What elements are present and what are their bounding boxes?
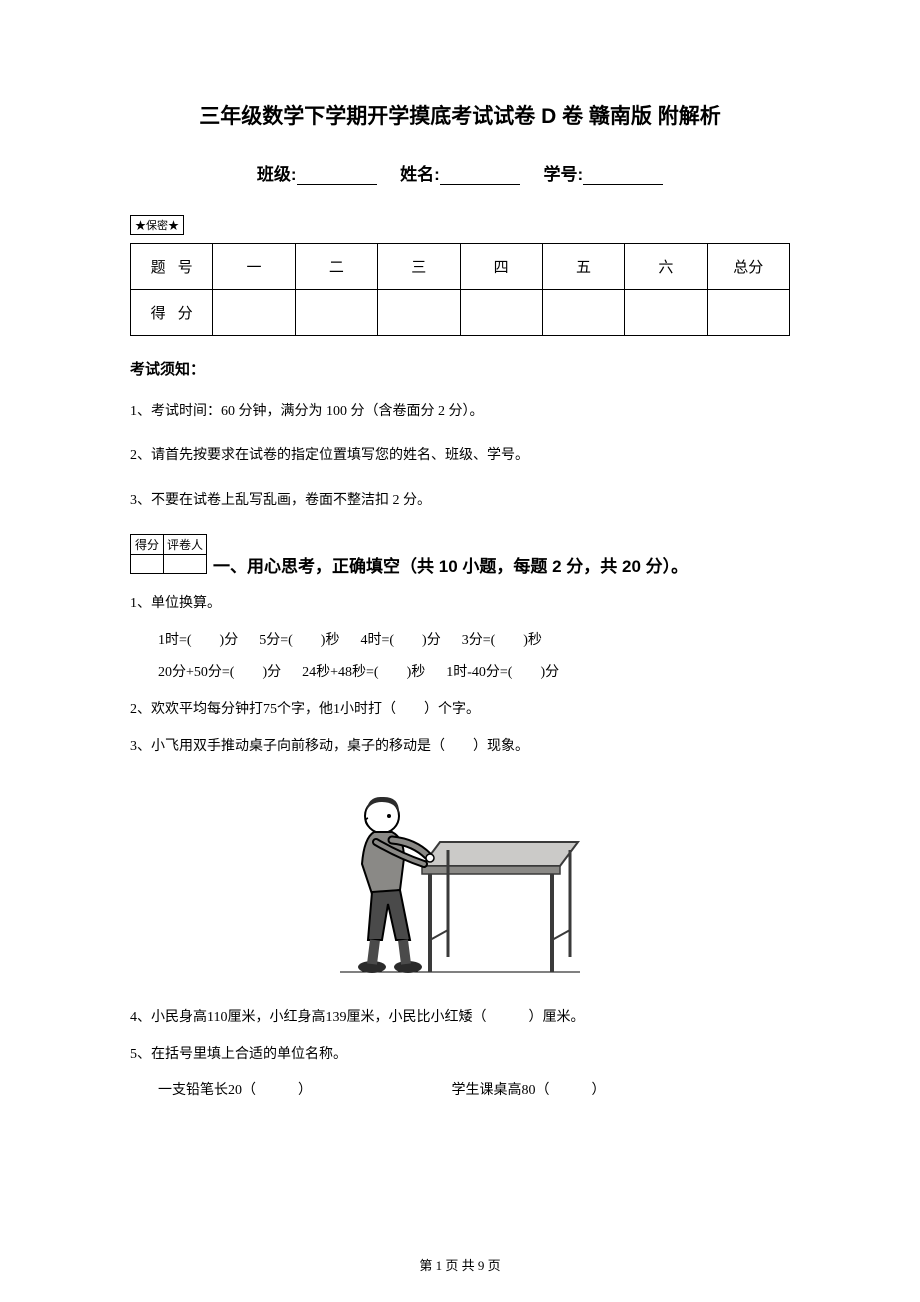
name-blank[interactable]	[440, 184, 520, 185]
col-2: 二	[295, 244, 377, 290]
q3-illustration	[130, 772, 790, 987]
boy-push-table-icon	[330, 772, 590, 982]
score-box-grader-cell[interactable]	[164, 555, 207, 574]
col-5: 五	[542, 244, 624, 290]
student-meta-row: 班级: 姓名: 学号:	[130, 160, 790, 185]
q5-stem: 5、在括号里填上合适的单位名称。	[130, 1047, 347, 1062]
score-cell[interactable]	[625, 290, 707, 336]
class-blank[interactable]	[297, 184, 377, 185]
score-box-score-cell[interactable]	[131, 555, 164, 574]
q1-stem: 1、单位换算。	[130, 596, 221, 611]
score-cell[interactable]	[707, 290, 789, 336]
section-1-header: 得分 评卷人 一、用心思考，正确填空（共 10 小题，每题 2 分，共 20 分…	[130, 534, 790, 577]
col-1: 一	[213, 244, 295, 290]
q1-l1a: 1时=( )分	[158, 633, 238, 648]
confidential-badge: ★保密★	[130, 215, 184, 235]
q1-l2a: 20分+50分=( )分	[158, 665, 281, 680]
col-total: 总分	[707, 244, 789, 290]
score-box-grader-label: 评卷人	[164, 535, 207, 555]
col-6: 六	[625, 244, 707, 290]
question-1: 1、单位换算。 1时=( )分 5分=( )秒 4时=( )分 3分=( )秒 …	[130, 591, 790, 687]
instructions-heading: 考试须知：	[130, 358, 790, 379]
score-box-score-label: 得分	[131, 535, 164, 555]
q1-l1c: 4时=( )分	[360, 633, 440, 648]
q1-l2c: 1时-40分=( )分	[446, 665, 559, 680]
class-label: 班级:	[257, 165, 297, 184]
table-row: 得分	[131, 290, 790, 336]
question-3: 3、小飞用双手推动桌子向前移动，桌子的移动是（ ）现象。	[130, 734, 790, 761]
score-cell[interactable]	[378, 290, 460, 336]
section-1-title: 一、用心思考，正确填空（共 10 小题，每题 2 分，共 20 分）。	[213, 557, 688, 576]
id-label: 学号:	[543, 165, 583, 184]
name-label: 姓名:	[400, 165, 440, 184]
question-2: 2、欢欢平均每分钟打75个字，他1小时打（ ）个字。	[130, 697, 790, 724]
page-title: 三年级数学下学期开学摸底考试试卷 D 卷 赣南版 附解析	[130, 100, 790, 130]
id-blank[interactable]	[583, 184, 663, 185]
score-cell[interactable]	[460, 290, 542, 336]
q5-a: 一支铅笔长20（ ）	[158, 1078, 448, 1105]
q1-l1b: 5分=( )秒	[259, 633, 339, 648]
score-cell[interactable]	[295, 290, 377, 336]
q1-l2b: 24秒+48秒=( )秒	[302, 665, 425, 680]
q1-l1d: 3分=( )秒	[462, 633, 542, 648]
q5-b: 学生课桌高80（ ）	[452, 1083, 606, 1098]
question-5: 5、在括号里填上合适的单位名称。 一支铅笔长20（ ） 学生课桌高80（ ）	[130, 1042, 790, 1105]
section-score-box: 得分 评卷人	[130, 534, 207, 574]
col-label-topic: 题号	[131, 244, 213, 290]
table-row: 题号 一 二 三 四 五 六 总分	[131, 244, 790, 290]
question-4: 4、小民身高110厘米，小红身高139厘米，小民比小红矮（ ）厘米。	[130, 1005, 790, 1032]
score-cell[interactable]	[542, 290, 624, 336]
page-footer: 第 1 页 共 9 页	[0, 1255, 920, 1274]
col-3: 三	[378, 244, 460, 290]
instruction-item: 3、不要在试卷上乱写乱画，卷面不整洁扣 2 分。	[130, 490, 790, 512]
score-header-table: 题号 一 二 三 四 五 六 总分 得分	[130, 243, 790, 336]
exam-page: 三年级数学下学期开学摸底考试试卷 D 卷 赣南版 附解析 班级: 姓名: 学号:…	[0, 0, 920, 1302]
instruction-item: 1、考试时间：60 分钟，满分为 100 分（含卷面分 2 分）。	[130, 401, 790, 423]
col-4: 四	[460, 244, 542, 290]
score-cell[interactable]	[213, 290, 295, 336]
col-label-score: 得分	[131, 290, 213, 336]
instruction-item: 2、请首先按要求在试卷的指定位置填写您的姓名、班级、学号。	[130, 445, 790, 467]
